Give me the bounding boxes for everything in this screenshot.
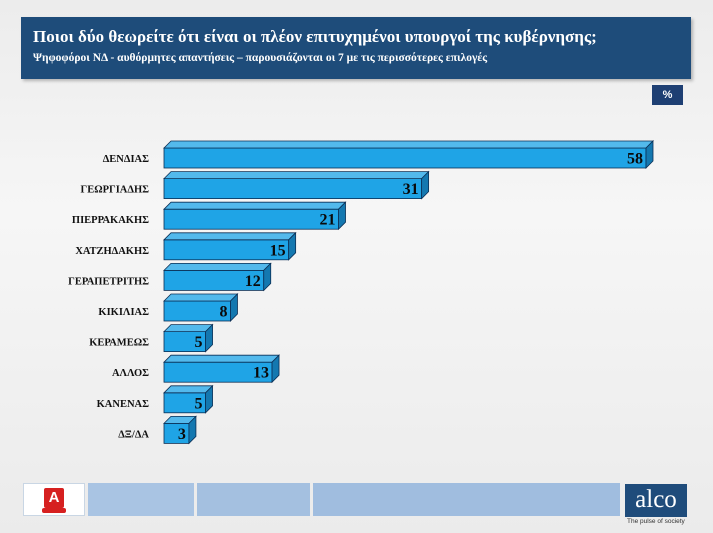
chart-title: Ποιοι δύο θεωρείτε ότι είναι οι πλέον επ… [33, 27, 597, 46]
data-label-1: 31 [403, 181, 419, 198]
data-label-0: 58 [627, 151, 643, 168]
category-label-1: ΓΕΩΡΓΙΑΔΗΣ [81, 185, 150, 196]
bar-top-8 [163, 385, 214, 394]
unit-badge: % [652, 85, 683, 105]
bar-0 [163, 147, 647, 169]
bar-side-0 [645, 140, 654, 169]
data-label-7: 13 [253, 365, 269, 382]
category-label-5: ΚΙΚΙΛΙΑΣ [98, 307, 149, 318]
data-label-2: 21 [320, 212, 336, 229]
category-label-3: ΧΑΤΖΗΔΑΚΗΣ [75, 246, 149, 257]
bar-top-2 [163, 201, 347, 210]
category-label-6: ΚΕΡΑΜΕΩΣ [89, 338, 149, 349]
category-label-0: ΔΕΝΔΙΑΣ [103, 154, 149, 165]
chart-subtitle: Ψηφοφόροι ΝΔ - αυθόρμητες απαντήσεις – π… [33, 52, 488, 64]
alco-logo: alco [625, 484, 687, 517]
alco-tagline: The pulse of society [627, 518, 685, 525]
bar-side-2 [338, 201, 346, 231]
bar-top-7 [163, 354, 281, 363]
header-banner: Ποιοι δύο θεωρείτε ότι είναι οι πλέον επ… [21, 17, 691, 79]
logo-letter: Α [48, 489, 60, 506]
data-label-4: 12 [245, 273, 261, 290]
footer-segment-1 [88, 483, 194, 516]
bar-top-4 [163, 262, 272, 271]
bar-side-6 [205, 323, 213, 353]
category-label-7: ΑΛΛΟΣ [112, 368, 149, 379]
category-label-9: ΔΞ/ΔΑ [118, 429, 149, 440]
bar-top-0 [163, 140, 654, 149]
bar-side-8 [205, 384, 213, 414]
bar-side-4 [263, 262, 272, 292]
bar-1 [163, 178, 423, 200]
logo-underline-icon [42, 508, 66, 513]
footer-segment-2 [197, 483, 310, 516]
data-label-6: 5 [195, 334, 203, 351]
channel-logo: Α [23, 483, 85, 516]
data-label-8: 5 [195, 395, 203, 412]
data-label-5: 8 [219, 304, 227, 321]
category-label-2: ΠΙΕΡΡΑΚΑΚΗΣ [72, 215, 149, 226]
category-label-8: ΚΑΝΕΝΑΣ [97, 399, 150, 410]
logo-a-icon: Α [44, 488, 64, 508]
bar-top-5 [163, 293, 239, 302]
bar-top-3 [163, 232, 297, 241]
alco-brand-text: alco [635, 486, 677, 513]
bar-top-1 [163, 171, 430, 180]
data-label-3: 15 [270, 242, 286, 259]
bar-side-5 [230, 293, 238, 322]
bar-side-9 [188, 415, 197, 445]
bar-2 [163, 208, 339, 230]
bar-side-1 [421, 170, 430, 200]
data-label-9: 3 [178, 426, 186, 443]
bar-side-3 [288, 231, 297, 261]
category-label-4: ΓΕΡΑΠΕΤΡΙΤΗΣ [68, 276, 149, 287]
bar-top-6 [163, 324, 214, 333]
bar-side-7 [271, 354, 280, 384]
footer-segment-3 [313, 483, 620, 516]
